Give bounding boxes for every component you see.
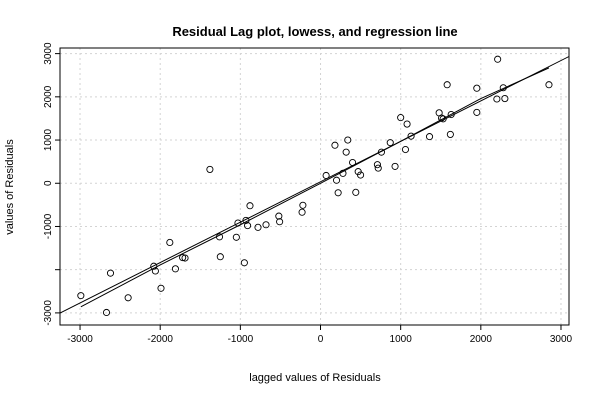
data-point — [425, 133, 434, 141]
data-point — [215, 233, 224, 241]
data-point — [254, 223, 262, 231]
grid-lines — [60, 48, 569, 325]
data-point — [322, 171, 330, 180]
data-point — [545, 81, 553, 89]
y-tick-label: 2000 — [43, 85, 54, 108]
data-point — [344, 136, 352, 144]
x-tick-label: 3000 — [550, 334, 573, 345]
data-point — [501, 95, 509, 103]
data-point — [339, 169, 347, 177]
scatter-points — [77, 55, 553, 317]
x-tick-label: -3000 — [67, 334, 93, 345]
data-point — [299, 201, 307, 209]
data-point — [151, 267, 159, 275]
data-point — [276, 218, 284, 226]
x-axis: -3000 -2000 -1000 0 1000 2000 3000 — [67, 325, 573, 345]
y-tick-label: 1000 — [43, 128, 54, 151]
data-point — [437, 114, 446, 122]
data-point — [77, 292, 85, 300]
data-point — [240, 259, 248, 267]
data-point — [166, 238, 174, 247]
data-point — [357, 171, 365, 179]
x-tick-label: -2000 — [147, 334, 173, 345]
data-point — [157, 284, 165, 292]
data-point — [397, 114, 405, 122]
data-point — [234, 219, 242, 227]
data-point — [342, 148, 350, 156]
y-axis-label: values of Residuals — [4, 139, 16, 235]
data-point — [386, 139, 394, 147]
data-point — [332, 176, 341, 184]
y-tick-label: 0 — [43, 180, 54, 186]
data-point — [102, 308, 111, 317]
x-tick-label: -1000 — [228, 334, 254, 345]
data-point — [374, 164, 382, 172]
regression-line — [60, 55, 569, 314]
y-tick-label: -1000 — [43, 213, 54, 239]
data-point — [439, 115, 447, 123]
x-tick-label: 1000 — [390, 334, 413, 345]
data-point — [403, 120, 411, 128]
data-point — [473, 84, 481, 92]
data-point — [124, 294, 132, 302]
data-point — [391, 162, 399, 170]
data-point — [401, 146, 410, 154]
x-tick-label: 0 — [318, 334, 324, 345]
data-point — [373, 161, 381, 169]
data-point — [334, 189, 342, 197]
fit-lines — [60, 55, 569, 314]
x-tick-label: 2000 — [470, 334, 493, 345]
data-point — [499, 84, 507, 92]
data-point — [179, 254, 187, 262]
data-point — [206, 165, 214, 173]
data-point — [244, 222, 252, 230]
chart-title: Residual Lag plot, lowess, and regressio… — [172, 24, 457, 39]
data-point — [349, 158, 357, 167]
data-point — [216, 253, 224, 261]
data-point — [106, 269, 115, 277]
data-point — [447, 110, 455, 119]
y-axis: -3000 -1000 0 1000 2000 3000 — [43, 42, 60, 326]
lowess-line — [80, 67, 550, 308]
data-point — [246, 202, 254, 210]
data-point — [331, 141, 339, 149]
data-point — [494, 55, 502, 63]
data-point — [493, 95, 501, 103]
x-axis-label: lagged values of Residuals — [249, 372, 381, 384]
y-tick-label: 3000 — [43, 42, 54, 65]
data-point — [150, 262, 158, 270]
data-point — [377, 148, 385, 156]
data-point — [232, 233, 240, 241]
data-point — [443, 81, 451, 89]
plot-frame — [59, 47, 570, 326]
data-point — [275, 212, 283, 220]
data-point — [171, 265, 179, 273]
data-point — [473, 108, 481, 116]
data-point — [262, 221, 270, 229]
data-point — [446, 130, 454, 138]
data-point — [242, 216, 250, 224]
y-tick-label: -3000 — [43, 300, 54, 326]
data-point — [181, 254, 189, 262]
data-point — [352, 188, 360, 196]
data-point — [407, 132, 415, 140]
data-point — [298, 208, 306, 216]
